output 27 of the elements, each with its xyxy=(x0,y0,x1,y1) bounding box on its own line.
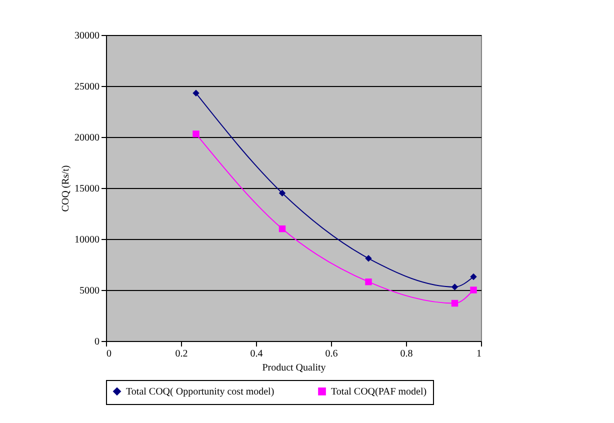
x-axis-title: Product Quality xyxy=(262,362,326,374)
x-tick-label: 0 xyxy=(106,348,112,360)
legend-label: Total COQ( Opportunity cost model) xyxy=(126,386,274,398)
legend-label: Total COQ(PAF model) xyxy=(331,386,427,398)
point xyxy=(451,284,458,290)
y-tick-label: 10000 xyxy=(74,234,100,246)
x-tick-label: 0.2 xyxy=(175,348,188,360)
x-tick-label: 0.4 xyxy=(250,348,263,360)
point xyxy=(451,300,458,307)
x-tick-label: 1 xyxy=(476,348,482,360)
point xyxy=(278,190,286,196)
point xyxy=(365,255,372,262)
point xyxy=(278,225,286,232)
x-tick-label: 0.8 xyxy=(400,348,413,360)
point xyxy=(192,130,200,138)
point xyxy=(470,286,477,294)
point xyxy=(192,90,200,96)
y-tick-label: 20000 xyxy=(74,132,100,144)
y-tick-label: 5000 xyxy=(80,286,100,296)
point xyxy=(365,278,372,286)
point xyxy=(470,273,477,280)
y-tick-label: 0 xyxy=(94,336,100,348)
y-tick-label: 25000 xyxy=(74,82,100,92)
x-tick-label: 0.6 xyxy=(325,348,338,360)
y-axis-title: COQ (Rs/t) xyxy=(60,165,72,212)
y-tick-label: 30000 xyxy=(74,30,100,42)
y-tick-label: 15000 xyxy=(74,184,100,194)
